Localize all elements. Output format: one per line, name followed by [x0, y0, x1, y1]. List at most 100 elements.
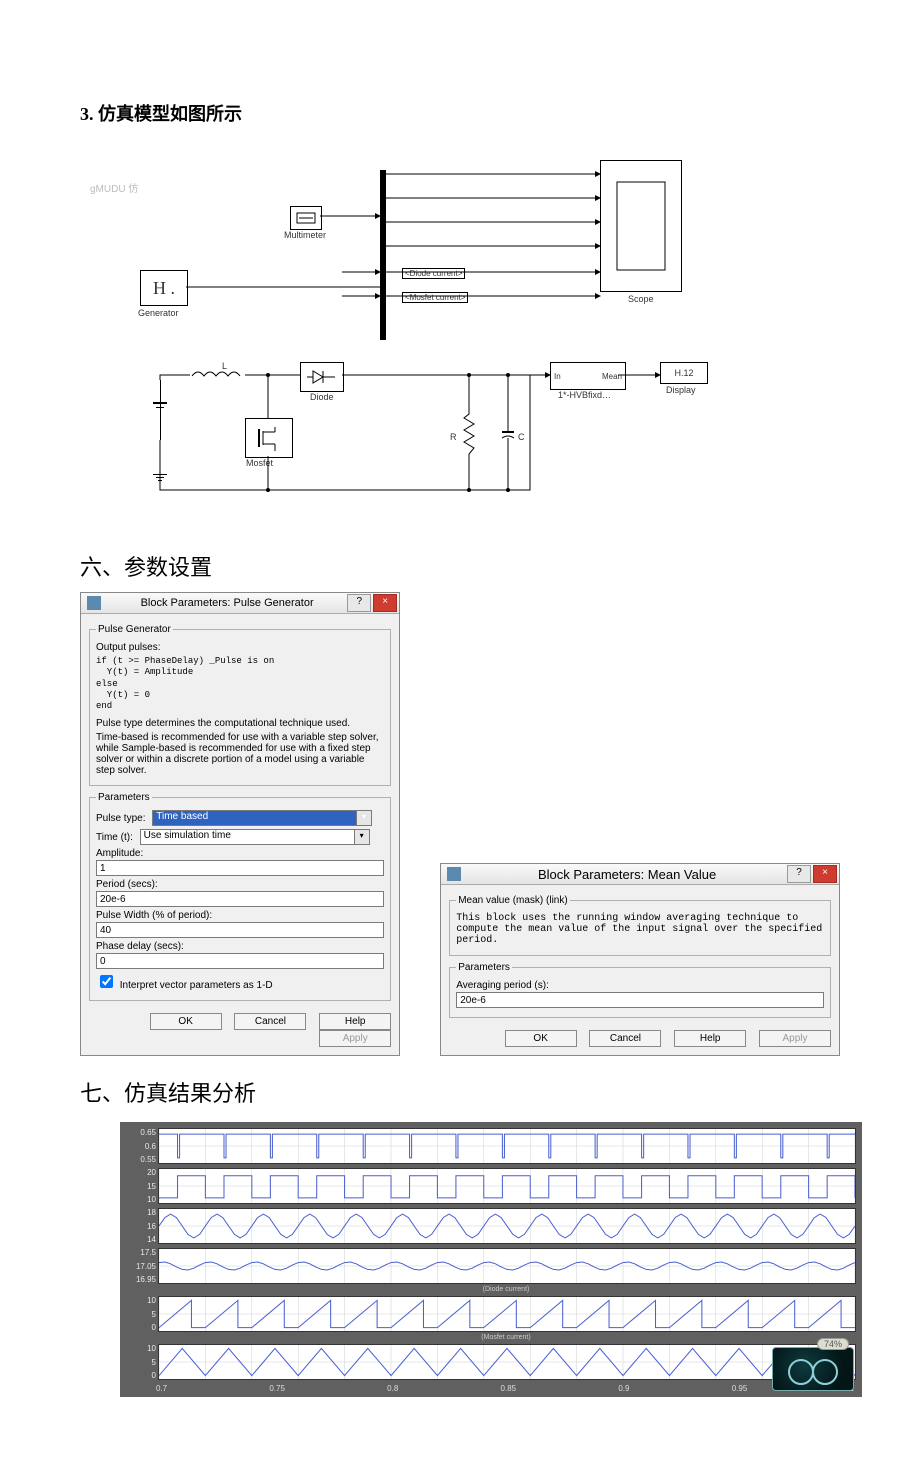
- label-display: Display: [666, 385, 696, 395]
- label-C: C: [518, 432, 525, 442]
- pulse-top-group: Pulse Generator Output pulses: if (t >= …: [89, 624, 391, 786]
- ok-button[interactable]: OK: [150, 1013, 222, 1030]
- scope-ytick: 10: [126, 1296, 156, 1305]
- block-scope: [600, 160, 682, 292]
- scope-ytick: 14: [126, 1235, 156, 1244]
- scope-ytick: 0: [126, 1323, 156, 1332]
- scope-panel: 181614: [126, 1208, 856, 1244]
- pulse-type-select[interactable]: Time based ▾: [152, 810, 372, 826]
- phase-delay-label: Phase delay (secs):: [96, 941, 384, 952]
- pulse-titlebar: Block Parameters: Pulse Generator ? ×: [81, 593, 399, 614]
- amplitude-input[interactable]: [96, 860, 384, 876]
- mean-params-legend: Parameters: [456, 962, 512, 973]
- scope-ytick: 15: [126, 1182, 156, 1191]
- inductor-icon: [190, 368, 246, 382]
- label-mosfet: Mosfet: [246, 458, 273, 468]
- avg-period-label: Averaging period (s):: [456, 980, 824, 991]
- scope-ytick: 5: [126, 1358, 156, 1367]
- scope-ytick: 5: [126, 1310, 156, 1319]
- mean-in: In: [554, 372, 561, 381]
- scope-yticks: 17.517.0516.95: [126, 1248, 158, 1284]
- scope-xaxis: 0.70.750.80.850.90.951: [156, 1384, 854, 1393]
- label-mean: 1*-HVBfixd…: [558, 390, 611, 400]
- dc-plus: [153, 402, 167, 404]
- scope-ytick: 16: [126, 1222, 156, 1231]
- mean-params-group: Parameters Averaging period (s):: [449, 962, 831, 1018]
- help-button[interactable]: Help: [319, 1013, 391, 1030]
- scope-yticks: 1050: [126, 1344, 158, 1380]
- scope-xtick: 0.85: [501, 1384, 517, 1393]
- period-input[interactable]: [96, 891, 384, 907]
- scope-ytick: 0.55: [126, 1155, 156, 1164]
- pulse-desc1: Pulse type determines the computational …: [96, 718, 384, 729]
- amplitude-label: Amplitude:: [96, 848, 384, 859]
- capacitor-icon: [500, 418, 516, 458]
- resistor-icon: [462, 408, 476, 468]
- help-button[interactable]: Help: [674, 1030, 746, 1047]
- mean-top-legend: Mean value (mask) (link): [456, 895, 569, 906]
- label-scope: Scope: [628, 294, 654, 304]
- dc-source-wire: [160, 380, 161, 440]
- zoom-badge: 74%: [817, 1338, 849, 1350]
- dialog-mean-value: Block Parameters: Mean Value ? × Mean va…: [440, 863, 840, 1056]
- pulse-button-row: OK Cancel Help Apply: [89, 1007, 391, 1047]
- output-label: Output pulses:: [96, 642, 384, 653]
- block-diode: [300, 362, 344, 392]
- scope-plot: [158, 1344, 856, 1380]
- chevron-down-icon: ▾: [356, 811, 371, 825]
- scope-xtick: 0.7: [156, 1384, 167, 1393]
- simulink-diagram: gMUDU 仿 H . Generator Multimeter Scope D…: [80, 150, 780, 530]
- scope-xtick: 0.75: [269, 1384, 285, 1393]
- scope-xtick: 0.8: [387, 1384, 398, 1393]
- scope-panel: 1050: [126, 1344, 856, 1380]
- interpret-vector-checkbox[interactable]: [100, 975, 113, 988]
- scope-plot: [158, 1168, 856, 1204]
- scope-plot: [158, 1208, 856, 1244]
- time-select[interactable]: Use simulation time ▾: [140, 829, 370, 845]
- apply-button[interactable]: Apply: [759, 1030, 831, 1047]
- pulse-width-input[interactable]: [96, 922, 384, 938]
- help-icon-button[interactable]: ?: [347, 594, 371, 612]
- mean-desc: This block uses the running window avera…: [456, 913, 824, 946]
- mean-title: Block Parameters: Mean Value: [467, 867, 787, 882]
- phase-delay-input[interactable]: [96, 953, 384, 969]
- block-mean: In Mean: [550, 362, 626, 390]
- scope-ytick: 10: [126, 1195, 156, 1204]
- scope-panel: 0.650.60.55: [126, 1128, 856, 1164]
- scope-plot: [158, 1128, 856, 1164]
- block-generator: H .: [140, 270, 188, 306]
- pulse-width-label: Pulse Width (% of period):: [96, 910, 384, 921]
- help-icon-button[interactable]: ?: [787, 865, 811, 883]
- ok-button[interactable]: OK: [505, 1030, 577, 1047]
- watermark: gMUDU 仿: [90, 180, 138, 195]
- time-label: Time (t):: [96, 832, 133, 843]
- scope-plot: [158, 1248, 856, 1284]
- cancel-button[interactable]: Cancel: [234, 1013, 306, 1030]
- apply-button[interactable]: Apply: [319, 1030, 391, 1047]
- scope-caption: (Diode current): [156, 1286, 856, 1293]
- close-icon-button[interactable]: ×: [373, 594, 397, 612]
- cancel-button[interactable]: Cancel: [589, 1030, 661, 1047]
- gnd1: [153, 474, 167, 475]
- pulse-type-value: Time based: [156, 811, 208, 822]
- scope-panel: 201510: [126, 1168, 856, 1204]
- pulse-params-group: Parameters Pulse type: Time based ▾ Time…: [89, 792, 391, 1001]
- mean-button-row: OK Cancel Help Apply: [449, 1024, 831, 1047]
- pulse-top-legend: Pulse Generator: [96, 624, 173, 635]
- simulink-icon: [87, 596, 101, 610]
- scope-thumbnail: 74%: [772, 1347, 854, 1391]
- tag-diode-current: <Diode current>: [402, 268, 465, 279]
- scope-window: 0.650.60.55 201510 181614 17.517.0516.95…: [120, 1122, 862, 1397]
- tag-mosfet-current: <Mosfet current>: [402, 292, 468, 303]
- close-icon-button[interactable]: ×: [813, 865, 837, 883]
- scope-xtick: 0.95: [732, 1384, 748, 1393]
- chevron-down-icon: ▾: [354, 830, 369, 844]
- label-multimeter: Multimeter: [284, 230, 326, 240]
- mean-titlebar: Block Parameters: Mean Value ? ×: [441, 864, 839, 885]
- heading-results: 七、仿真结果分析: [80, 1076, 840, 1108]
- label-diode: Diode: [310, 392, 334, 402]
- heading-params: 六、参数设置: [80, 550, 840, 582]
- block-display: H.12: [660, 362, 708, 384]
- pulse-code: if (t >= PhaseDelay) _Pulse is on Y(t) =…: [96, 656, 384, 712]
- avg-period-input[interactable]: [456, 992, 824, 1008]
